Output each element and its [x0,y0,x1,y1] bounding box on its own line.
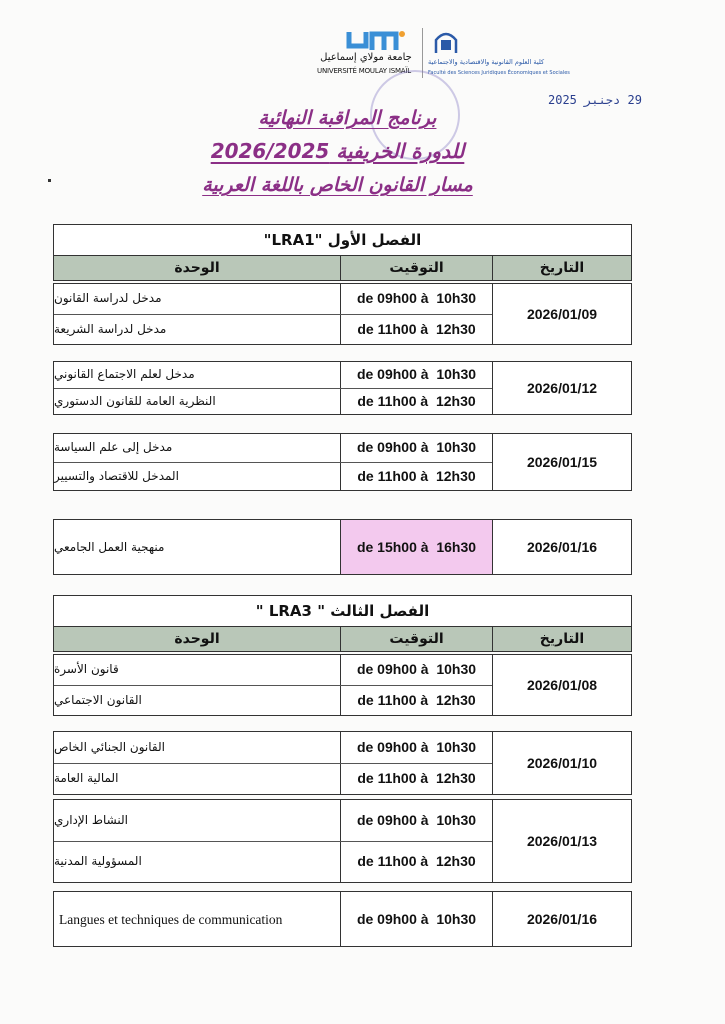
time-cell: de 09h00 à 10h30 [356,439,477,456]
logo-divider [422,28,423,78]
table-row: القانون الجنائي الخاص de 09h00 à 10h30 [54,732,492,764]
university-logo [346,31,405,50]
exam-day-group: القانون الجنائي الخاص de 09h00 à 10h30 ا… [53,731,632,795]
scan-speck [48,179,51,182]
date-cell: 2026/01/10 [526,754,598,771]
official-stamp [370,70,460,160]
column-header-date: التاريخ [539,631,585,647]
exam-day-group: مدخل لدراسة القانون de 09h00 à 10h30 مدخ… [53,283,632,345]
exam-day-group: منهجية العمل الجامعي de 15h00 à 16h30 20… [53,519,632,575]
unit-cell: القانون الاجتماعي [54,685,341,715]
unit-cell: مدخل لدراسة القانون [54,284,341,314]
section-header-1: الفصل الأول "LRA1" الوحدة التوقيت التاري… [53,224,632,281]
time-cell: de 09h00 à 10h30 [356,738,477,755]
title-line-1: برنامج المراقبة النهائية [258,107,437,129]
exam-day-group: مدخل لعلم الاجتماع القانوني de 09h00 à 1… [53,361,632,415]
table-row: المدخل للاقتصاد والتسيير de 11h00 à 12h3… [54,462,492,490]
unit-cell: مدخل لدراسة الشريعة [54,314,341,344]
table-row: المسؤولية المدنية de 11h00 à 12h30 [54,841,492,882]
exam-day-group: النشاط الإداري de 09h00 à 10h30 المسؤولي… [53,799,632,883]
column-header-unit: الوحدة [54,256,341,280]
time-cell: de 11h00 à 12h30 [357,853,476,870]
unit-cell: المدخل للاقتصاد والتسيير [54,462,341,490]
column-header-time: التوقيت [341,627,493,651]
date-cell: 2026/01/09 [526,305,598,322]
column-header-unit: الوحدة [54,627,341,651]
column-headers: الوحدة التوقيت التاريخ [54,627,631,651]
time-cell: de 15h00 à 16h30 [341,520,492,574]
exam-day-group: Langues et techniques de communication d… [53,891,632,947]
date-cell: 2026/01/08 [526,676,598,693]
column-headers: الوحدة التوقيت التاريخ [54,256,631,280]
time-cell: de 09h00 à 10h30 [356,366,477,383]
table-row: منهجية العمل الجامعي de 15h00 à 16h30 [54,520,492,574]
column-header-time: التوقيت [341,256,493,280]
exam-day-group: قانون الأسرة de 09h00 à 10h30 القانون ال… [53,654,632,716]
unit-cell: القانون الجنائي الخاص [54,732,341,763]
title-line-2: للدورة الخريفية 2026/2025 [210,139,465,163]
university-name-fr: UNIVERSITÉ MOULAY ISMAÏL [317,67,411,75]
date-cell: 2026/01/12 [526,379,598,396]
time-cell: de 11h00 à 12h30 [357,320,476,337]
section-header-2: الفصل الثالث " LRA3 " الوحدة التوقيت الت… [53,595,632,652]
unit-cell: المالية العامة [54,763,341,794]
time-cell: de 09h00 à 10h30 [356,661,477,678]
table-row: مدخل لدراسة القانون de 09h00 à 10h30 [54,284,492,315]
unit-cell: Langues et techniques de communication [54,892,341,946]
unit-cell: المسؤولية المدنية [54,841,341,882]
unit-cell: منهجية العمل الجامعي [54,520,341,574]
time-cell: de 11h00 à 12h30 [357,467,476,484]
section-title: الفصل الثالث " LRA3 " [54,596,631,627]
section-title: الفصل الأول "LRA1" [54,225,631,256]
date-cell: 2026/01/16 [526,910,598,927]
table-row: قانون الأسرة de 09h00 à 10h30 [54,655,492,686]
date-cell: 2026/01/15 [526,453,598,470]
table-row: النشاط الإداري de 09h00 à 10h30 [54,800,492,842]
unit-cell: مدخل إلى علم السياسة [54,434,341,462]
table-row: مدخل إلى علم السياسة de 09h00 à 10h30 [54,434,492,463]
table-row: مدخل لدراسة الشريعة de 11h00 à 12h30 [54,314,492,344]
time-cell: de 09h00 à 10h30 [356,910,477,927]
table-row: النظرية العامة للقانون الدستوري de 11h00… [54,388,492,414]
unit-cell: النظرية العامة للقانون الدستوري [54,388,341,414]
table-row: مدخل لعلم الاجتماع القانوني de 09h00 à 1… [54,362,492,389]
title-line-3: مسار القانون الخاص باللغة العربية [202,174,473,196]
time-cell: de 11h00 à 12h30 [357,392,476,409]
faculty-name-fr: Faculté des Sciences Juridiques Économiq… [428,70,570,76]
time-cell: de 09h00 à 10h30 [356,290,477,307]
table-row: Langues et techniques de communication d… [54,892,492,946]
table-row: القانون الاجتماعي de 11h00 à 12h30 [54,685,492,715]
date-cell: 2026/01/16 [526,538,598,555]
unit-cell: مدخل لعلم الاجتماع القانوني [54,362,341,388]
column-header-date: التاريخ [539,260,585,276]
faculty-logo [434,32,458,53]
date-cell: 2026/01/13 [526,832,598,849]
university-name-ar: جامعة مولاي إسماعيل [320,52,412,63]
time-cell: de 11h00 à 12h30 [357,770,476,787]
exam-day-group: مدخل إلى علم السياسة de 09h00 à 10h30 ال… [53,433,632,491]
faculty-name-ar: كلية العلوم القانونية والاقتصادية والاجت… [428,58,545,66]
time-cell: de 11h00 à 12h30 [357,691,476,708]
unit-cell: النشاط الإداري [54,800,341,841]
table-row: المالية العامة de 11h00 à 12h30 [54,763,492,794]
time-cell: de 09h00 à 10h30 [356,811,477,828]
unit-cell: قانون الأسرة [54,655,341,685]
date-stamp: 29 دجنبر 2025 [548,93,642,107]
